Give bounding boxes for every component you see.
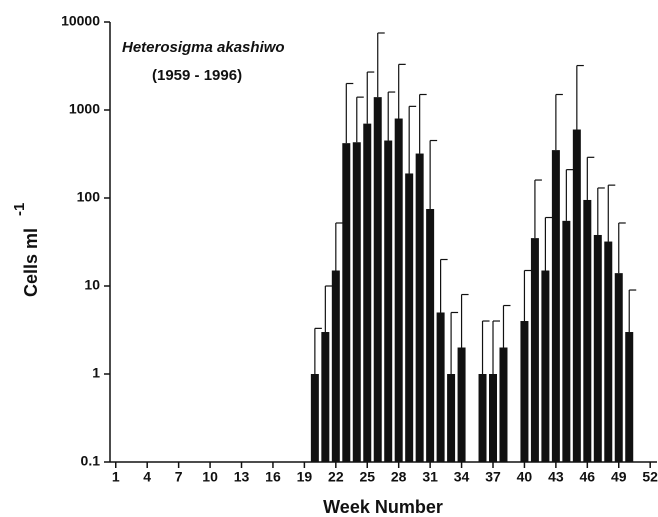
bar — [583, 199, 592, 462]
bar — [436, 312, 445, 462]
bar — [499, 347, 508, 462]
bar — [520, 321, 529, 462]
x-tick-label: 19 — [297, 469, 313, 485]
x-tick-label: 13 — [234, 469, 250, 485]
bar — [593, 234, 602, 462]
bar — [352, 142, 361, 463]
bar — [342, 143, 351, 463]
bar — [321, 332, 330, 462]
x-tick-label: 37 — [485, 469, 501, 485]
bar — [478, 374, 487, 462]
y-tick-label: 10 — [84, 277, 100, 293]
y-tick-label: 1000 — [69, 101, 100, 117]
bar — [426, 208, 435, 462]
x-tick-label: 34 — [454, 469, 470, 485]
bar — [457, 347, 466, 462]
bar — [625, 332, 634, 462]
bar — [541, 270, 550, 462]
bar — [489, 374, 498, 462]
y-tick-label: 1 — [92, 365, 100, 381]
x-tick-label: 46 — [580, 469, 596, 485]
bar — [394, 118, 403, 463]
x-tick-label: 49 — [611, 469, 627, 485]
x-tick-label: 22 — [328, 469, 344, 485]
bar — [551, 150, 560, 462]
x-tick-label: 16 — [265, 469, 281, 485]
x-tick-label: 7 — [175, 469, 183, 485]
y-tick-label: 100 — [77, 189, 101, 205]
x-tick-label: 52 — [642, 469, 658, 485]
bar — [363, 123, 372, 462]
bar — [331, 270, 340, 462]
x-tick-label: 31 — [422, 469, 438, 485]
bar — [572, 129, 581, 462]
bar — [415, 153, 424, 462]
annotation: Heterosigma akashiwo — [122, 39, 285, 56]
y-tick-label: 10000 — [61, 13, 100, 29]
bar — [310, 374, 319, 462]
bar — [604, 241, 613, 462]
bar — [384, 140, 393, 462]
x-tick-label: 40 — [517, 469, 533, 485]
annotation: (1959 - 1996) — [152, 67, 242, 84]
bar — [562, 220, 571, 462]
x-tick-label: 28 — [391, 469, 407, 485]
y-axis-label: Cells ml — [21, 228, 41, 297]
bar — [447, 374, 456, 462]
x-tick-label: 1 — [112, 469, 120, 485]
bar — [405, 173, 414, 463]
bar — [614, 273, 623, 462]
x-tick-label: 25 — [359, 469, 375, 485]
x-tick-label: 43 — [548, 469, 564, 485]
bar — [530, 238, 539, 462]
bar — [373, 97, 382, 462]
x-axis-label: Week Number — [323, 497, 443, 517]
y-tick-label: 0.1 — [81, 453, 101, 469]
y-axis-label-superscript: -1 — [11, 203, 28, 216]
x-tick-label: 4 — [143, 469, 151, 485]
y-axis-label-group: Cells ml -1 — [11, 203, 41, 297]
x-tick-label: 10 — [202, 469, 218, 485]
